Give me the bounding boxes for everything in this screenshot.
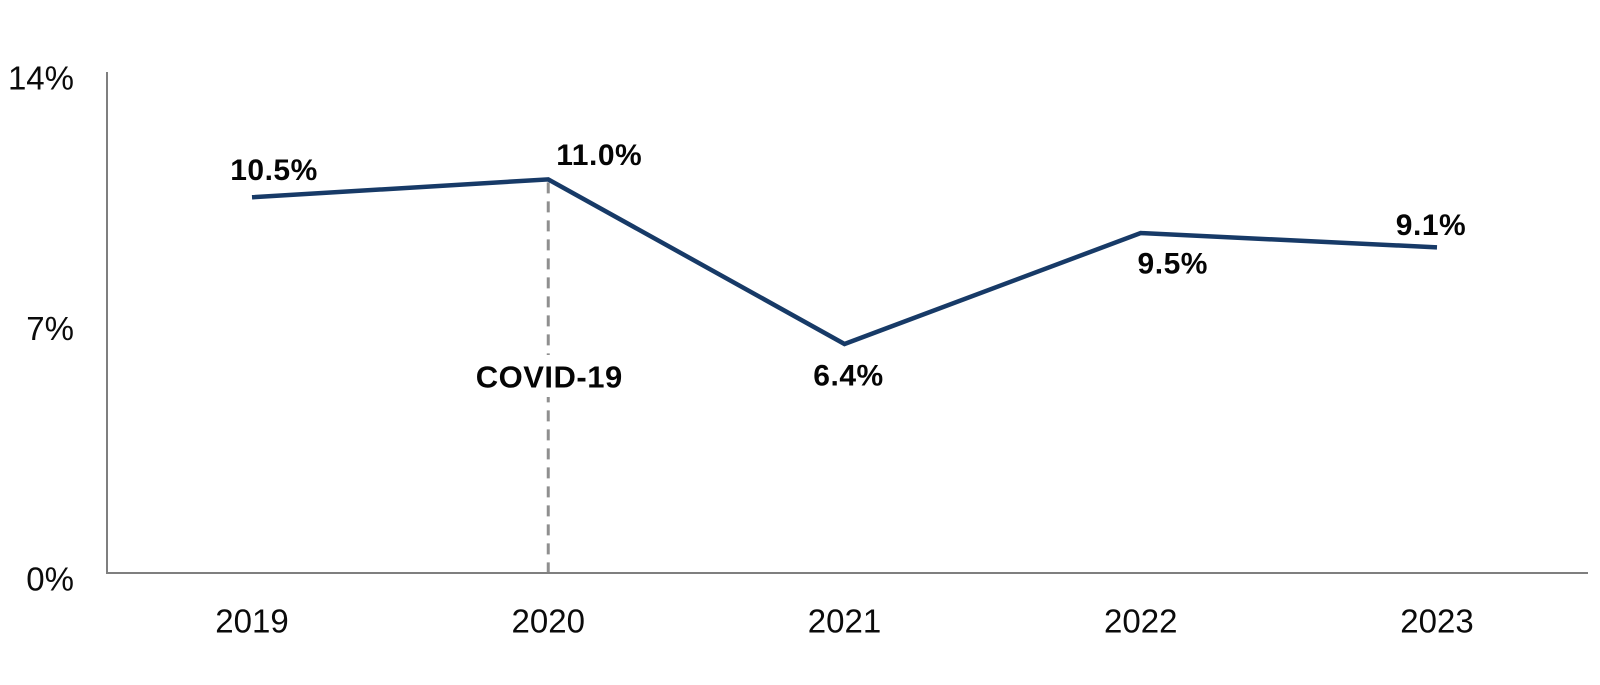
covid-label-background	[462, 355, 637, 397]
point-label: 11.0%	[556, 139, 642, 172]
point-label: 9.5%	[1138, 248, 1208, 281]
point-label: 10.5%	[230, 154, 318, 187]
point-label: 9.1%	[1396, 209, 1466, 242]
x-tick-label: 2020	[512, 603, 585, 640]
data-line	[251, 177, 1438, 347]
point-label: 6.4%	[813, 359, 883, 392]
x-tick-label: 2023	[1400, 603, 1473, 640]
x-tick-label: 2022	[1104, 603, 1177, 640]
y-tick-label: 14%	[8, 60, 74, 97]
x-tick-label: 2021	[808, 603, 881, 640]
y-tick-label: 0%	[26, 561, 74, 598]
y-tick-label: 7%	[26, 310, 74, 347]
covid-annotation-label: COVID-19	[476, 360, 623, 395]
x-tick-label: 2019	[215, 603, 288, 640]
